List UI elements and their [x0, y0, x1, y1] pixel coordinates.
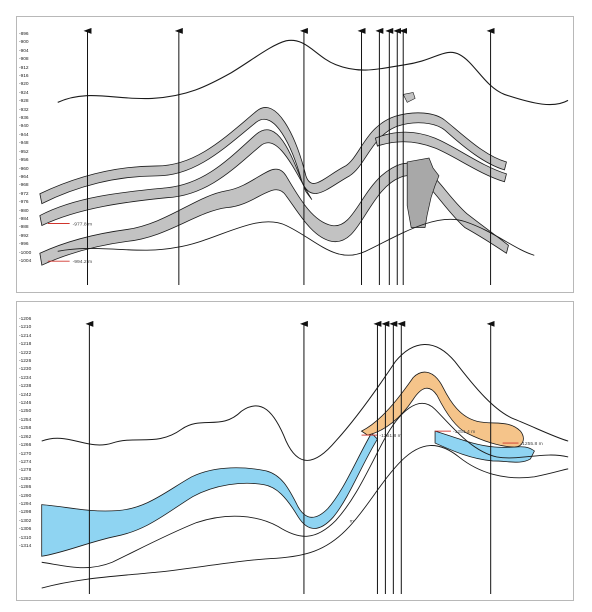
- top-scale-label: -984: [19, 216, 29, 222]
- top-scale-label: -932: [19, 107, 29, 113]
- top-scale-label: -944: [19, 132, 29, 138]
- bottom-scale-label: -1238: [19, 384, 32, 390]
- bottom-scale-label: -1294: [19, 501, 32, 507]
- top-scale-label: -924: [19, 90, 29, 96]
- stratum-band-3: [374, 131, 507, 183]
- stratum-band-1: [39, 107, 507, 205]
- small-lens: [402, 92, 416, 103]
- lower-horizon-line-2: [41, 445, 569, 589]
- top-scale-label: -988: [19, 225, 29, 231]
- top-cross-section-panel: -896 -900 -904 -908 -912 -916 -920 -924 -928 -932…: [16, 16, 574, 293]
- bottom-scale-label: -1310: [19, 535, 32, 541]
- bottom-scale-label: -1242: [19, 392, 32, 398]
- stratum-band-2: [39, 129, 313, 227]
- annotation-label-3: -1255.8 m: [520, 441, 542, 447]
- bottom-scale-label: -1250: [19, 409, 32, 415]
- bottom-scale-label: -1230: [19, 367, 32, 373]
- bottom-cross-section-drawing: -1251.8 m -1251.4 m -1255.8 m m: [41, 320, 569, 595]
- top-scale-label: -936: [19, 116, 29, 122]
- top-scale-label: -948: [19, 141, 29, 147]
- top-surface-line: [57, 39, 569, 106]
- top-scale-label: -976: [19, 200, 29, 206]
- top-scale-label: -992: [19, 233, 29, 239]
- top-scale-label: -956: [19, 158, 29, 164]
- annotation-label-1: -1251.8 m: [379, 433, 401, 439]
- top-scale-label: -980: [19, 208, 29, 214]
- top-scale-label: -920: [19, 82, 29, 88]
- bottom-scale-label: -1262: [19, 434, 32, 440]
- base-surface-line: [57, 218, 535, 256]
- annotation-label-1: -977.8 m: [73, 221, 93, 227]
- top-scale-label: -996: [19, 242, 29, 248]
- bottom-scale-label: -1206: [19, 317, 32, 322]
- top-scale-label: -940: [19, 124, 29, 130]
- bottom-scale-label: -1282: [19, 476, 32, 482]
- bottom-scale-label: -1222: [19, 350, 32, 356]
- top-scale-label: -964: [19, 174, 29, 180]
- top-scale-label: -972: [19, 191, 29, 197]
- top-scale-label: -912: [19, 65, 29, 71]
- bottom-scale-label: -1302: [19, 518, 32, 524]
- water-zone-right: [434, 430, 535, 463]
- top-scale-label: -928: [19, 99, 29, 105]
- top-scale-label: -908: [19, 57, 29, 63]
- top-scale-label: -900: [19, 40, 29, 46]
- bottom-scale-label: -1290: [19, 493, 32, 499]
- bottom-scale-label: -1210: [19, 325, 32, 331]
- bottom-scale-label: -1278: [19, 468, 32, 474]
- bottom-scale-label: -1254: [19, 417, 32, 423]
- lower-horizon-line-1: [41, 403, 569, 569]
- bottom-depth-scale: -1206 -1210 -1214 -1218 -1222 -1226 -1230 -1234…: [19, 316, 41, 551]
- top-scale-label: -1000: [19, 250, 32, 256]
- bottom-scale-label: -1270: [19, 451, 32, 457]
- bottom-scale-label: -1218: [19, 342, 32, 348]
- well-lines-bottom: [85, 320, 495, 595]
- annotation-label-4: m: [350, 520, 354, 525]
- bottom-scale-label: -1286: [19, 485, 32, 491]
- top-scale-label: -952: [19, 149, 29, 155]
- top-scale-label: -960: [19, 166, 29, 172]
- top-depth-scale: -896 -900 -904 -908 -912 -916 -920 -924 -928 -932…: [19, 31, 41, 266]
- bottom-scale-label: -1306: [19, 527, 32, 533]
- top-cross-section-drawing: -977.8 m -994.2 m: [39, 27, 569, 286]
- bottom-scale-label: -1226: [19, 359, 32, 365]
- fault-block: [406, 157, 440, 228]
- bottom-scale-label: -1274: [19, 459, 32, 465]
- top-scale-label: -916: [19, 74, 29, 80]
- top-scale-label: -896: [19, 32, 29, 37]
- bottom-cross-section-panel: -1206 -1210 -1214 -1218 -1222 -1226 -1230 -1234…: [16, 301, 574, 601]
- stratum-band-4: [39, 162, 509, 266]
- bottom-scale-label: -1266: [19, 443, 32, 449]
- bottom-scale-label: -1298: [19, 510, 32, 516]
- oil-zone: [360, 371, 524, 448]
- top-scale-label: -1004: [19, 258, 32, 264]
- top-scale-label: -904: [19, 48, 29, 54]
- well-lines-top: [83, 27, 495, 286]
- bottom-scale-label: -1258: [19, 426, 32, 432]
- bottom-scale-label: -1214: [19, 333, 32, 339]
- bottom-scale-label: -1234: [19, 375, 32, 381]
- water-zone-left: [41, 432, 378, 557]
- upper-horizon-line: [41, 343, 569, 461]
- top-scale-label: -968: [19, 183, 29, 189]
- annotation-label-2: -1251.4 m: [453, 429, 475, 435]
- annotation-label-2: -994.2 m: [73, 259, 93, 265]
- bottom-scale-label: -1246: [19, 401, 32, 407]
- bottom-scale-label: -1314: [19, 543, 32, 549]
